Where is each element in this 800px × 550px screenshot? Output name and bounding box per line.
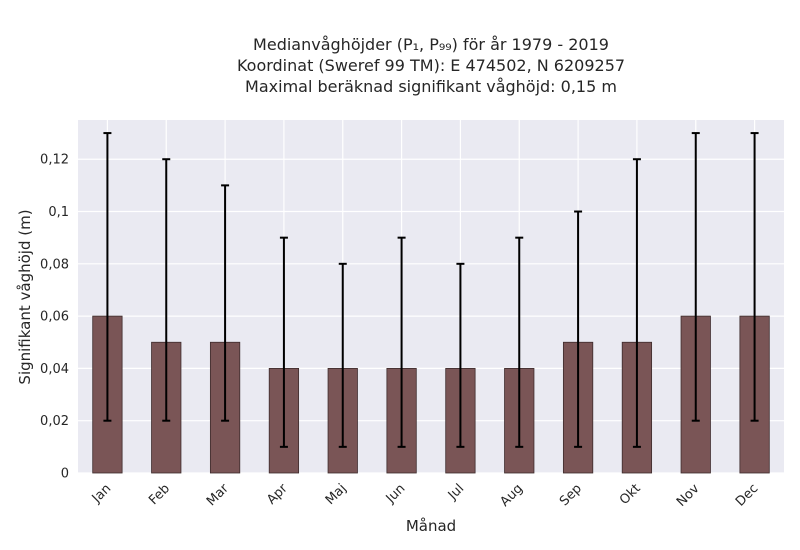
y-axis-label: Signifikant våghöjd (m)	[16, 209, 34, 384]
x-tick-label: Dec	[733, 481, 761, 509]
error-bar-okt	[632, 158, 641, 448]
chart-title-line-2: Koordinat (Sweref 99 TM): E 474502, N 62…	[236, 56, 626, 75]
x-tick-label: Sep	[557, 481, 585, 509]
x-tick-label: Jan	[89, 481, 114, 506]
error-bar-aug	[515, 236, 524, 448]
chart-title-line-1: Medianvåghöjder (P₁, P₉₉) för år 1979 - …	[253, 35, 609, 54]
y-tick-label: 0,04	[40, 362, 69, 377]
x-tick-label: Maj	[323, 481, 350, 508]
x-tick-label: Apr	[264, 481, 291, 508]
x-tick-label: Jun	[383, 481, 409, 507]
y-tick-label: 0,12	[40, 153, 69, 168]
error-bars	[103, 132, 759, 448]
x-tick-label: Jul	[445, 481, 467, 503]
plot-area	[78, 120, 784, 473]
x-tick-label: Aug	[498, 481, 527, 510]
error-bar-nov	[691, 132, 700, 422]
x-tick-label: Okt	[617, 481, 644, 508]
y-tick-label: 0,02	[40, 414, 69, 429]
error-bar-apr	[279, 236, 288, 448]
x-tick-label: Mar	[204, 481, 232, 509]
x-tick-label: Nov	[674, 481, 703, 510]
error-bar-jul	[456, 262, 465, 448]
y-axis-ticks: 0 0,02 0,04 0,06 0,08 0,1 0,12	[40, 153, 69, 482]
error-bar-maj	[338, 262, 347, 448]
error-bar-sep	[574, 210, 583, 448]
y-tick-label: 0,1	[48, 205, 69, 220]
y-tick-label: 0,06	[40, 310, 69, 325]
chart-title: Medianvåghöjder (P₁, P₉₉) för år 1979 - …	[78, 34, 784, 97]
x-tick-label: Feb	[146, 481, 173, 508]
error-bar-jun	[397, 236, 406, 448]
error-bar-mar	[221, 184, 230, 422]
x-axis-label: Månad	[406, 517, 456, 535]
error-bar-dec	[750, 132, 759, 422]
chart-title-line-3: Maximal beräknad signifikant våghöjd: 0,…	[245, 77, 617, 96]
error-bar-feb	[162, 158, 171, 422]
x-axis-ticks: Jan Feb Mar Apr Maj Jun Jul Aug Sep Okt Nov Dec	[89, 481, 762, 510]
y-tick-label: 0,08	[40, 257, 69, 272]
y-tick-label: 0	[61, 467, 69, 482]
error-bar-jan	[103, 132, 112, 422]
